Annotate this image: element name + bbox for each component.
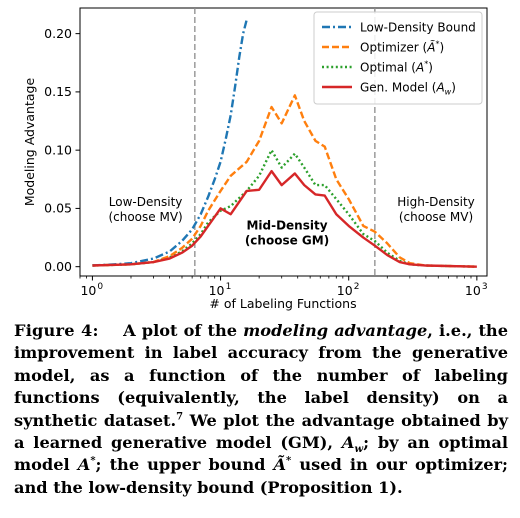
x-tick-label-3: 10	[465, 283, 481, 298]
legend-label-2-text: Optimal (	[360, 61, 416, 75]
y-axis-ticks: 0.00 0.05 0.10 0.15 0.20	[44, 26, 80, 274]
caption-figure-label: Figure 4:	[14, 321, 99, 340]
caption-emphasis: modeling advantage	[243, 321, 428, 340]
legend-label-1-sup: *	[435, 40, 439, 49]
annotation-1-line-0: Mid-Density	[246, 218, 327, 232]
annotation-1: Mid-Density (choose GM)	[245, 218, 329, 247]
x-axis-label: # of Labeling Functions	[209, 296, 356, 311]
series-layer	[92, 19, 477, 268]
caption-symbol-astar: A	[77, 455, 91, 475]
caption-symbol-atilde-sup: *	[286, 456, 292, 468]
annotation-0-line-0: Low-Density	[109, 195, 183, 209]
legend-label-2: Optimal (A*)	[360, 60, 433, 75]
y-axis-label: Modeling Advantage	[22, 78, 37, 207]
caption-text-5: ; the upper bound	[95, 455, 274, 475]
x-tick-exp-1: 1	[226, 282, 232, 292]
caption-symbol-aw: A	[341, 433, 355, 453]
caption-footnote-mark: 7	[176, 411, 184, 423]
modeling-advantage-chart: 10 0 10 1 10 2 10 3 0.000.050.100.150.20 Low-De…	[22, 7, 488, 311]
legend-label-3-sub: w	[445, 88, 452, 97]
annotation-2: High-Density (choose MV)	[397, 195, 475, 224]
legend-label-3: Gen. Model (Aw)	[360, 81, 456, 97]
legend-label-3-end: )	[451, 81, 456, 95]
annotation-0: Low-Density (choose MV)	[108, 195, 182, 224]
series-line-1	[92, 94, 477, 268]
annotation-2-line-1: (choose MV)	[399, 210, 473, 224]
annotation-1-line-1: (choose GM)	[245, 233, 329, 247]
series-line-2	[92, 148, 477, 268]
y-tick-label-1: 0.05	[44, 201, 72, 216]
legend-label-1-symbol: Ã	[426, 40, 435, 55]
caption-symbol-astar-sup: *	[90, 456, 96, 468]
caption-text-6: used in our optimizer; and the low-densi…	[14, 455, 509, 497]
legend-box	[313, 11, 483, 105]
x-tick-label-0: 10	[80, 283, 96, 298]
legend-label-0: Low-Density Bound	[360, 21, 476, 35]
figure-caption: Figure 4: A plot of the modeling advanta…	[14, 320, 508, 499]
plot-frame	[79, 7, 488, 277]
caption-text-4: ; by an optimal model	[14, 433, 508, 475]
annotation-layer: Low-Density (choose MV)Mid-Density (choose…	[108, 195, 474, 247]
legend-label-1: Optimizer (Ã*)	[360, 40, 444, 55]
y-tick-label-2: 0.10	[44, 142, 72, 157]
legend-label-1-text: Optimizer (	[360, 41, 427, 55]
series-line-3	[92, 169, 477, 268]
caption-text-1: A plot of the	[123, 321, 244, 340]
x-tick-label-1: 10	[209, 283, 225, 298]
y-tick-label-3: 0.15	[44, 84, 72, 99]
legend-label-1-end: )	[439, 41, 444, 55]
annotation-2-line-0: High-Density	[397, 195, 475, 209]
caption-text-3: We plot the advantage obtained by a lear…	[14, 410, 508, 453]
x-tick-exp-0: 0	[97, 282, 103, 292]
caption-symbol-aw-sub: w	[354, 444, 364, 456]
legend-label-3-symbol: A	[435, 81, 444, 95]
x-axis-ticks: 10 0 10 1 10 2 10 3	[79, 276, 488, 298]
x-tick-label-2: 10	[337, 283, 353, 298]
caption-text-2: , i.e., the improvement in label accurac…	[14, 321, 508, 430]
y-tick-label-4: 0.20	[44, 26, 72, 41]
annotation-0-line-1: (choose MV)	[108, 210, 182, 224]
series-line-0	[92, 19, 248, 267]
x-tick-exp-3: 3	[482, 282, 488, 292]
legend-label-3-text: Gen. Model (	[360, 81, 436, 95]
y-tick-label-0: 0.00	[44, 259, 72, 274]
legend-label-2-symbol: A	[415, 61, 424, 75]
legend-label-2-end: )	[428, 61, 433, 75]
caption-symbol-atilde: Ã	[273, 455, 287, 475]
legend-label-2-sup: *	[424, 60, 428, 69]
x-tick-exp-2: 2	[354, 282, 360, 292]
